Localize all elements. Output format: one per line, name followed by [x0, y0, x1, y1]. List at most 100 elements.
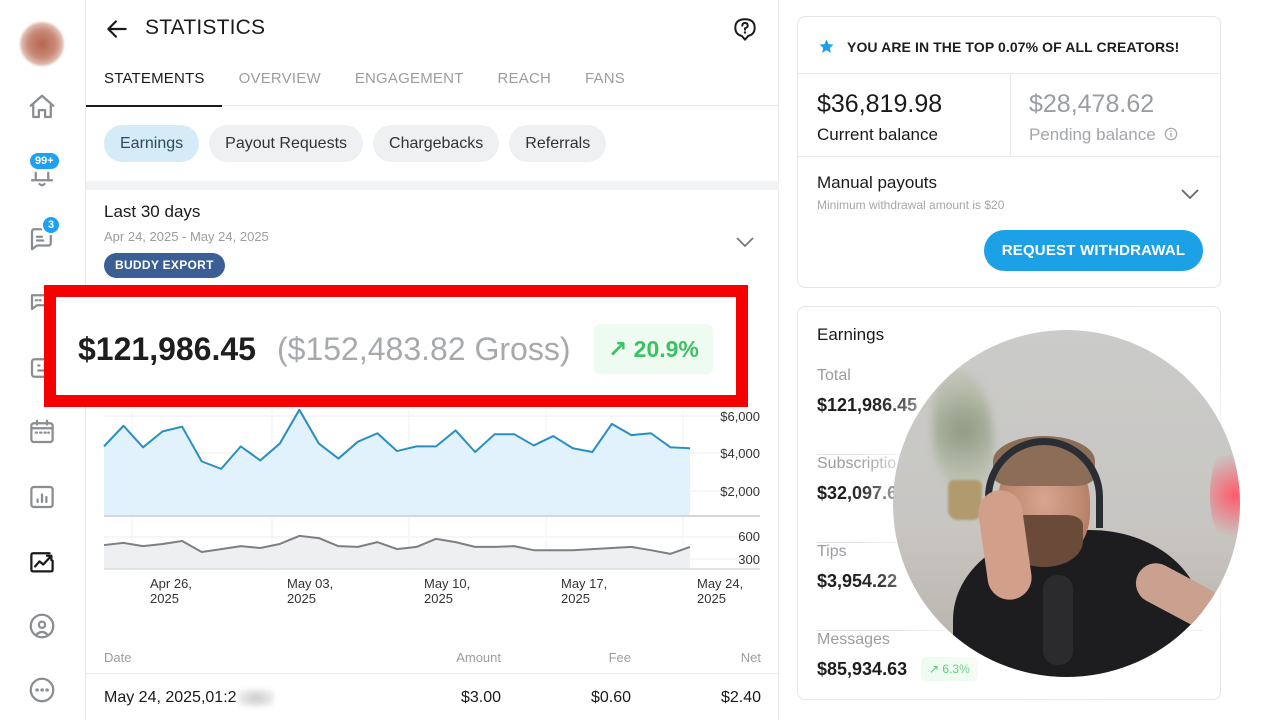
section-divider [86, 181, 779, 190]
tab-bar: STATEMENTS OVERVIEW ENGAGEMENT REACH FAN… [86, 58, 779, 107]
row-value: $121,986.45 [817, 395, 918, 415]
row-date-text: May 24, 2025,01:2 [104, 689, 237, 707]
row-label: Total [817, 367, 851, 384]
col-amount: Amount [456, 650, 501, 665]
help-icon[interactable] [732, 16, 758, 44]
change-badge: ↗ 20.9% [594, 324, 713, 374]
notifications-badge: 99+ [28, 151, 61, 171]
star-icon [819, 39, 834, 53]
row-date: May 24, 2025,01:2 [104, 689, 274, 707]
manual-payouts-title: Manual payouts [817, 173, 938, 192]
row-value: $32,097.6 [817, 483, 898, 503]
webcam-plant [933, 370, 993, 490]
sidebar-item-home[interactable] [26, 91, 58, 123]
sidebar-item-more[interactable] [26, 674, 58, 706]
home-icon [29, 94, 55, 119]
webcam-microphone [1043, 575, 1073, 665]
rank-text: YOU ARE IN THE TOP 0.07% OF ALL CREATORS… [847, 39, 1180, 55]
row-fee: $0.60 [590, 689, 631, 706]
x-tick: Apr 26, 2025 [150, 576, 192, 606]
table-header: Date Amount Fee Net [86, 646, 779, 674]
row-net: $2.40 [720, 689, 761, 706]
bar-chart-icon [30, 485, 54, 509]
sidebar-item-queue[interactable] [26, 416, 58, 448]
chip-payout-requests[interactable]: Payout Requests [209, 125, 364, 162]
chart-plot [103, 408, 760, 570]
sidebar-item-notifications[interactable]: 99+ [26, 151, 61, 190]
y-tick: 300 [738, 552, 760, 567]
tab-reach[interactable]: REACH [497, 70, 552, 87]
tab-engagement[interactable]: ENGAGEMENT [354, 70, 464, 87]
calendar-icon [30, 419, 54, 444]
period-selector[interactable]: Last 30 days Apr 24, 2025 - May 24, 2025… [104, 202, 269, 278]
webcam-pot [948, 480, 982, 520]
chip-earnings[interactable]: Earnings [104, 125, 200, 162]
period-title: Last 30 days [104, 202, 201, 221]
current-balance-label: Current balance [817, 125, 938, 144]
y-tick: $2,000 [720, 484, 760, 499]
user-circle-icon [29, 613, 55, 639]
chevron-down-icon[interactable] [1180, 187, 1200, 201]
table-row[interactable]: May 24, 2025,01:2 $3.00 $0.60 $2.40 [86, 675, 779, 720]
sidebar-item-statistics[interactable] [26, 481, 58, 513]
pending-balance: $28,478.62 Pending balance [1011, 74, 1220, 157]
x-tick: May 24, 2025 [697, 576, 744, 606]
col-fee: Fee [608, 650, 631, 665]
chip-chargebacks[interactable]: Chargebacks [373, 125, 500, 162]
tab-overview[interactable]: OVERVIEW [238, 70, 321, 87]
chevron-down-icon[interactable] [734, 234, 756, 250]
change-value: 20.9% [633, 336, 699, 362]
manual-payouts-subtitle: Minimum withdrawal amount is $20 [817, 198, 1005, 212]
row-amount: $3.00 [460, 689, 501, 706]
header: STATISTICS [86, 0, 779, 58]
sidebar-item-messages[interactable]: 3 [26, 215, 62, 254]
y-tick: 600 [738, 529, 760, 544]
tab-fans[interactable]: FANS [585, 70, 625, 87]
avatar[interactable] [20, 22, 64, 66]
x-tick: May 10, 2025 [424, 576, 471, 606]
row-value: $85,934.63 [817, 659, 908, 679]
x-tick: May 03, 2025 [287, 576, 334, 606]
gross-earnings: ($152,483.82 Gross) [277, 331, 571, 367]
net-earnings: $121,986.45 [78, 331, 256, 367]
row-label: Tips [817, 543, 847, 560]
tab-statements[interactable]: STATEMENTS [86, 58, 222, 107]
buddy-export-button[interactable]: BUDDY EXPORT [104, 253, 225, 278]
sidebar-item-profile[interactable] [26, 610, 58, 642]
col-net: Net [740, 650, 761, 665]
request-withdrawal-button[interactable]: REQUEST WITHDRAWAL [984, 230, 1203, 271]
rank-banner: YOU ARE IN THE TOP 0.07% OF ALL CREATORS… [798, 17, 1220, 74]
row-label: Messages [817, 631, 890, 648]
row-label: Subscriptio [817, 455, 897, 472]
sidebar-item-analytics[interactable] [26, 546, 58, 578]
blurred-time [237, 689, 274, 707]
col-date: Date [104, 650, 132, 665]
page-title: STATISTICS [145, 16, 266, 39]
statement-type-chips: Earnings Payout Requests Chargebacks Ref… [104, 125, 607, 162]
info-icon[interactable] [1164, 127, 1178, 141]
x-tick: May 17, 2025 [561, 576, 608, 606]
bell-icon [30, 171, 54, 187]
current-balance-amount: $36,819.98 [817, 90, 943, 118]
earnings-chart[interactable]: $6,000 $4,000 $2,000 600 300 Apr 26, 202… [86, 390, 779, 620]
y-tick: $4,000 [720, 446, 760, 461]
arrow-left-icon[interactable] [104, 16, 130, 42]
pending-balance-amount: $28,478.62 [1029, 90, 1155, 118]
chip-referrals[interactable]: Referrals [509, 125, 607, 162]
balance-card: YOU ARE IN THE TOP 0.07% OF ALL CREATORS… [797, 16, 1221, 288]
y-tick: $6,000 [720, 409, 760, 424]
chat-icon [30, 228, 52, 251]
webcam-overlay [893, 330, 1240, 677]
arrow-up-right-icon: ↗ [608, 336, 628, 362]
current-balance: $36,819.98 Current balance [798, 74, 1011, 157]
row-value: $3,954.22 [817, 571, 898, 591]
earnings-title: Earnings [817, 325, 885, 344]
pending-label-text: Pending balance [1029, 125, 1156, 144]
more-icon [29, 677, 55, 703]
summary-highlight: $121,986.45 ($152,483.82 Gross) ↗ 20.9% [44, 285, 748, 407]
trending-chart-icon [30, 552, 54, 573]
messages-badge: 3 [41, 215, 62, 235]
webcam-headset [985, 438, 1103, 528]
period-range: Apr 24, 2025 - May 24, 2025 [104, 229, 269, 244]
pending-balance-label: Pending balance [1029, 125, 1178, 145]
